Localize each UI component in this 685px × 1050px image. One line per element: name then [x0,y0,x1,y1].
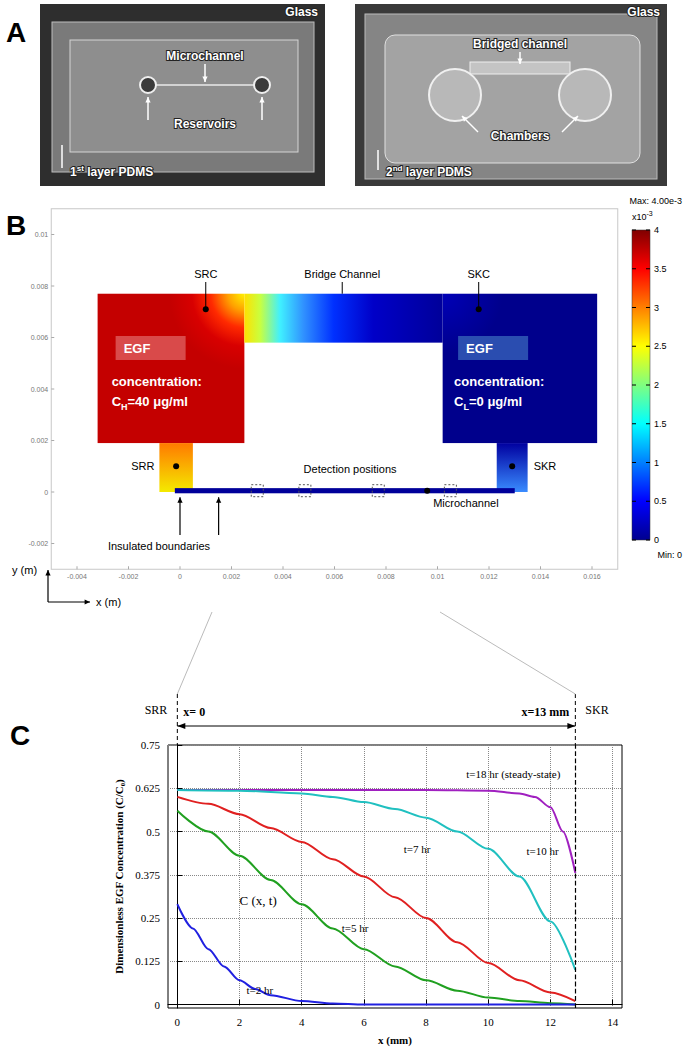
svg-text:0.002: 0.002 [31,437,49,444]
svg-text:t=7 hr: t=7 hr [404,843,431,855]
svg-text:CL=0 μg/ml: CL=0 μg/ml [454,394,522,412]
svg-text:0.006: 0.006 [31,334,49,341]
svg-text:0.004: 0.004 [31,386,49,393]
svg-text:B: B [6,210,26,241]
svg-text:t=18 hr (steady-state): t=18 hr (steady-state) [466,768,561,781]
svg-text:concentration:: concentration: [112,374,202,389]
svg-text:3: 3 [654,303,659,313]
svg-text:-0.004: -0.004 [67,573,87,580]
svg-text:SRR: SRR [145,703,168,717]
svg-text:0.01: 0.01 [35,231,49,238]
svg-text:-0.002: -0.002 [28,540,48,547]
svg-text:Dimensionless EGF Concentratio: Dimensionless EGF Concentration (C/C₀) [113,779,126,974]
svg-text:x (m): x (m) [96,596,121,608]
svg-text:0.625: 0.625 [135,782,160,794]
svg-text:0.5: 0.5 [146,826,160,838]
svg-text:SKR: SKR [534,460,557,472]
svg-text:Bridge Channel: Bridge Channel [304,268,380,280]
svg-text:0.002: 0.002 [223,573,241,580]
svg-text:SRR: SRR [131,460,154,472]
svg-text:SRC: SRC [194,268,217,280]
svg-text:14: 14 [607,1016,619,1028]
svg-text:Microchannel: Microchannel [433,497,498,509]
svg-text:0.25: 0.25 [141,912,161,924]
svg-text:12: 12 [545,1016,556,1028]
svg-text:EGF: EGF [466,341,493,356]
svg-text:Min: 0: Min: 0 [657,550,682,560]
svg-text:3.5: 3.5 [654,264,667,274]
svg-text:Bridged channel: Bridged channel [473,37,567,51]
svg-text:Microchannel: Microchannel [166,49,243,63]
svg-text:Glass: Glass [627,5,660,19]
svg-text:t=5 hr: t=5 hr [342,922,369,934]
svg-text:x10-3: x10-3 [632,210,653,222]
svg-text:A: A [6,17,26,48]
svg-text:4: 4 [654,225,659,235]
svg-text:0.125: 0.125 [135,955,160,967]
svg-text:0.014: 0.014 [532,573,550,580]
svg-text:6: 6 [361,1016,367,1028]
svg-text:0.01: 0.01 [431,573,445,580]
svg-text:Reservoirs: Reservoirs [174,117,236,131]
svg-text:x=13 mm: x=13 mm [522,705,570,719]
svg-text:SKC: SKC [467,268,490,280]
svg-text:concentration:: concentration: [454,374,544,389]
svg-text:0.008: 0.008 [377,573,395,580]
svg-text:C: C [10,720,30,751]
svg-text:0: 0 [44,489,48,496]
svg-text:t=2 hr: t=2 hr [247,984,274,996]
svg-text:EGF: EGF [124,341,151,356]
svg-text:C (x, t): C (x, t) [240,893,277,908]
svg-text:Glass: Glass [285,5,318,19]
svg-text:SKR: SKR [585,703,608,717]
svg-text:8: 8 [423,1016,429,1028]
svg-text:4: 4 [299,1016,305,1028]
svg-text:0: 0 [175,1016,181,1028]
svg-text:Max: 4.00e-3: Max: 4.00e-3 [629,196,682,206]
svg-text:0.006: 0.006 [326,573,344,580]
svg-text:0: 0 [654,535,659,545]
svg-text:10: 10 [483,1016,495,1028]
svg-text:0.375: 0.375 [135,869,160,881]
svg-text:CH=40 μg/ml: CH=40 μg/ml [112,394,188,412]
svg-text:1st layer PDMS: 1st layer PDMS [70,164,153,179]
svg-text:1: 1 [654,458,659,468]
svg-text:0.012: 0.012 [480,573,498,580]
svg-text:2: 2 [237,1016,243,1028]
svg-text:0.004: 0.004 [274,573,292,580]
svg-text:0: 0 [155,999,161,1011]
svg-text:0.016: 0.016 [583,573,601,580]
svg-text:x= 0: x= 0 [183,705,205,719]
svg-text:x (mm): x (mm) [378,1034,412,1047]
svg-text:0.75: 0.75 [141,739,161,751]
svg-text:t=10 hr: t=10 hr [526,845,559,857]
svg-text:Chambers: Chambers [491,129,550,143]
svg-text:y (m): y (m) [12,564,37,576]
svg-text:Insulated boundaries: Insulated boundaries [108,540,211,552]
svg-text:1.5: 1.5 [654,419,667,429]
svg-text:0: 0 [178,573,182,580]
svg-text:Detection positions: Detection positions [304,463,397,475]
svg-text:0.5: 0.5 [654,496,667,506]
svg-text:-0.002: -0.002 [119,573,139,580]
svg-text:2nd layer PDMS: 2nd layer PDMS [386,164,472,179]
svg-text:0.008: 0.008 [31,283,49,290]
svg-text:2: 2 [654,380,659,390]
svg-text:2.5: 2.5 [654,341,667,351]
